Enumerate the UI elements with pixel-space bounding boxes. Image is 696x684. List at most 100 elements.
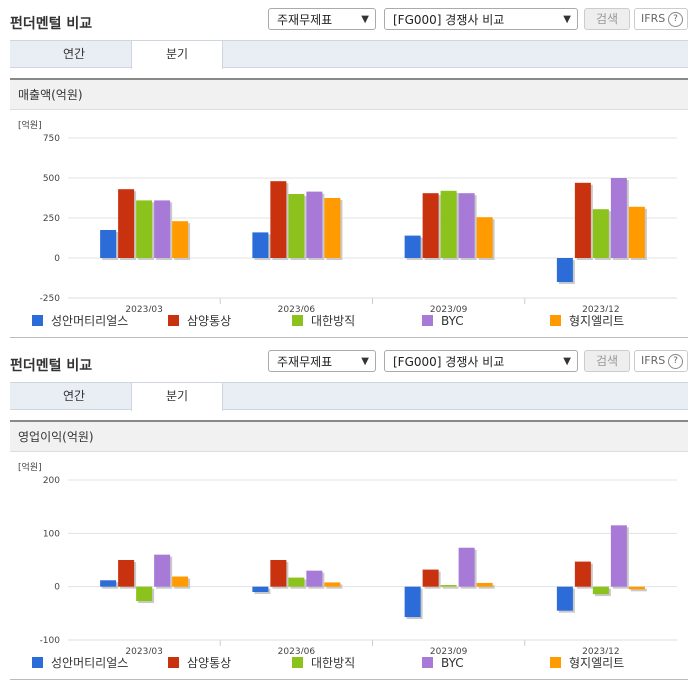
legend-item[interactable]: 성안머티리얼스 (32, 314, 128, 328)
search-button[interactable]: 검색 (584, 8, 630, 30)
compare-select[interactable]: [FG000] 경쟁사 비교 ▼ (384, 8, 578, 30)
chart-legend: 성안머티리얼스 삼양통상 대한방직 BYC 형지엘리트 (10, 312, 688, 332)
ifrs-help-button[interactable]: IFRS ? (634, 8, 688, 30)
ifrs-label: IFRS (641, 12, 666, 25)
bar (252, 586, 269, 592)
search-button[interactable]: 검색 (584, 350, 630, 372)
bar (422, 569, 439, 587)
bar (324, 198, 341, 258)
bar (628, 206, 645, 258)
ifrs-label: IFRS (641, 354, 666, 367)
tab-annual[interactable]: 연간 (62, 47, 86, 61)
compare-select[interactable]: [FG000] 경쟁사 비교 ▼ (384, 350, 578, 372)
period-tabs: 연간 분기 (10, 40, 688, 69)
legend-item[interactable]: BYC (422, 314, 464, 328)
x-tick-label: 2023/03 (125, 647, 162, 654)
legend-swatch (292, 315, 303, 326)
bar (556, 258, 573, 282)
bar (136, 586, 153, 602)
sales-chart: [억원]750 500 250 0 -250 2023/03 2023/06 2023/09 2… (18, 119, 677, 312)
legend-item[interactable]: 대한방직 (292, 314, 355, 328)
theme-select-value: 주재무제표 (277, 13, 333, 27)
bar (592, 209, 609, 258)
bar (404, 586, 421, 618)
chevron-down-icon: ▼ (361, 14, 369, 25)
bar-shadow (442, 587, 459, 589)
theme-select[interactable]: 주재무제표 ▼ (268, 350, 376, 372)
chart-legend: 성안머티리얼스 삼양통상 대한방직 BYC 형지엘리트 (10, 654, 688, 674)
bar (476, 582, 493, 587)
panel-header: 펀더멘털 비교 주재무제표 ▼ [FG000] 경쟁사 비교 ▼ 검색 IFRS… (0, 0, 696, 38)
bar-shadow (478, 584, 495, 589)
legend-label: BYC (441, 656, 464, 670)
legend-label: BYC (441, 314, 464, 328)
x-tick-label: 2023/12 (582, 647, 619, 654)
bar (118, 189, 135, 258)
bar (628, 586, 645, 590)
unit-label: [억원] (18, 461, 42, 473)
theme-select-value: 주재무제표 (277, 355, 333, 369)
chart-title: 매출액(억원) (10, 80, 688, 110)
legend-label: 대한방직 (311, 314, 356, 328)
x-tick-label: 2023/06 (278, 305, 316, 312)
legend-swatch (550, 315, 561, 326)
x-tick-label: 2023/09 (430, 647, 468, 654)
chart-box-sales: 매출액(억원) [억원] 750 500 250 0 -250 2023/03 2023/06… (10, 78, 688, 338)
legend-swatch (422, 315, 433, 326)
bar (422, 193, 439, 258)
y-tick-label: 750 (43, 134, 60, 144)
theme-select[interactable]: 주재무제표 ▼ (268, 8, 376, 30)
bar-shadow (630, 588, 647, 592)
legend-item[interactable]: 대한방직 (292, 656, 355, 670)
y-tick-label: 0 (54, 583, 60, 593)
legend-item[interactable]: BYC (422, 656, 464, 670)
operating-profit-chart: [억원]200 100 0 -100 2023/03 2023/06 2023/09 2023… (18, 461, 677, 654)
bar (556, 586, 573, 611)
y-tick-label: 0 (54, 254, 60, 264)
bar (574, 182, 591, 258)
tab-quarterly[interactable]: 분기 (131, 382, 223, 411)
bar (404, 235, 421, 258)
compare-select-value: [FG000] 경쟁사 비교 (393, 13, 505, 27)
chevron-down-icon: ▼ (563, 356, 571, 367)
panel-title: 펀더멘털 비교 (10, 358, 93, 374)
legend-item[interactable]: 성안머티리얼스 (32, 656, 128, 670)
legend-label: 성안머티리얼스 (51, 314, 129, 328)
ifrs-help-button[interactable]: IFRS ? (634, 350, 688, 372)
legend-label: 삼양통상 (187, 656, 232, 670)
tab-annual[interactable]: 연간 (62, 389, 86, 403)
chevron-down-icon: ▼ (563, 14, 571, 25)
legend-item[interactable]: 삼양통상 (168, 656, 231, 670)
period-tabs: 연간 분기 (10, 382, 688, 411)
bar (324, 582, 341, 587)
compare-select-value: [FG000] 경쟁사 비교 (393, 355, 505, 369)
bar (288, 194, 305, 258)
tab-quarterly[interactable]: 분기 (131, 40, 223, 69)
legend-item[interactable]: 삼양통상 (168, 314, 231, 328)
bar (154, 554, 171, 587)
bar (270, 181, 287, 258)
legend-swatch (292, 657, 303, 668)
bar (458, 193, 475, 258)
bar (270, 560, 287, 587)
bar (476, 217, 493, 258)
legend-item[interactable]: 형지엘리트 (550, 656, 624, 670)
legend-item[interactable]: 형지엘리트 (550, 314, 624, 328)
bar (252, 232, 269, 258)
y-tick-label: 500 (43, 174, 60, 184)
panel-title: 펀더멘털 비교 (10, 16, 93, 32)
fundamental-panel-operating-profit: 펀더멘털 비교 주재무제표 ▼ [FG000] 경쟁사 비교 ▼ 검색 IFRS… (0, 342, 696, 684)
bar (458, 547, 475, 587)
legend-label: 삼양통상 (187, 314, 232, 328)
bar (136, 200, 153, 258)
legend-swatch (422, 657, 433, 668)
chart-title: 영업이익(억원) (10, 422, 688, 452)
bar (610, 525, 627, 587)
bar (288, 577, 305, 587)
legend-label: 형지엘리트 (569, 656, 625, 670)
legend-swatch (550, 657, 561, 668)
bar (100, 230, 117, 258)
legend-label: 대한방직 (311, 656, 356, 670)
bar (306, 570, 323, 587)
bar (592, 586, 609, 595)
